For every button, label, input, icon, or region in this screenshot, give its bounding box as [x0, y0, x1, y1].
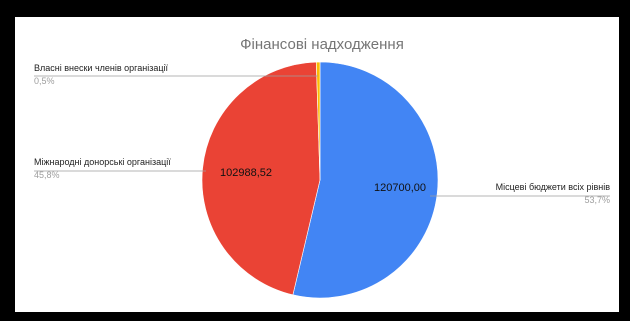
- pie-labels: 120700,00 102988,52 Місцеві бюджети всіх р…: [34, 63, 610, 205]
- pie-slice-1: [292, 61, 439, 299]
- slice-value-label-2: 102988,52: [220, 167, 272, 179]
- slice-name-label-1: Місцеві бюджети всіх рівнів: [496, 182, 611, 192]
- slice-name-label-3: Власні внески членів організації: [34, 63, 169, 73]
- chart-title: Фінансові надходження: [240, 36, 404, 53]
- slice-percent-label-1: 53,7%: [584, 195, 610, 205]
- slice-percent-label-3: 0,5%: [34, 76, 55, 86]
- pie-slice-2: [201, 61, 321, 296]
- slice-percent-label-2: 45,8%: [34, 170, 60, 180]
- pie-slices: [201, 61, 439, 299]
- pie-slice-3: [315, 61, 321, 181]
- slice-name-label-2: Міжнародні донорські організації: [34, 157, 171, 167]
- slice-value-label-1: 120700,00: [374, 182, 426, 194]
